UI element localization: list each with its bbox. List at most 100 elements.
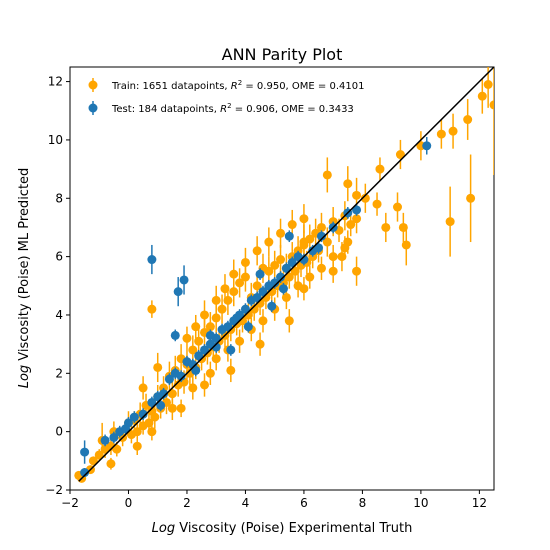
test-point [147, 255, 157, 265]
train-point [258, 316, 268, 326]
train-point [205, 368, 215, 378]
test-point [100, 435, 110, 445]
x-tick-label: 2 [183, 496, 191, 510]
train-point [284, 272, 294, 282]
y-axis-label: Log Viscosity (Poise) ML Predicted [17, 168, 32, 389]
train-point [153, 362, 163, 372]
train-point [281, 292, 291, 302]
y-tick-label: 12 [48, 75, 63, 89]
chart-title: ANN Parity Plot [222, 45, 343, 64]
test-point [121, 424, 131, 434]
train-point [448, 126, 458, 136]
test-point [109, 432, 119, 442]
test-point [179, 275, 189, 285]
x-tick-label: 6 [300, 496, 308, 510]
train-point [106, 459, 116, 469]
train-point [264, 266, 274, 276]
train-point [352, 190, 362, 200]
train-point [287, 220, 297, 230]
train-point [138, 383, 148, 393]
test-point [281, 263, 291, 273]
train-point [276, 228, 286, 238]
legend-test-text-b: = 0.906, OME = 0.3433 [232, 104, 354, 115]
train-point [205, 322, 215, 332]
test-point [200, 345, 210, 355]
train-point [167, 403, 177, 413]
train-point [147, 304, 157, 314]
test-point [129, 412, 139, 422]
train-point [477, 91, 487, 101]
y-axis-label-prefix: Log [17, 365, 32, 388]
test-point [205, 330, 215, 340]
train-point [305, 272, 315, 282]
test-point [352, 205, 362, 215]
test-point [223, 322, 233, 332]
test-point [170, 330, 180, 340]
train-point [191, 322, 201, 332]
test-point [232, 313, 242, 323]
train-point [483, 80, 493, 90]
test-point [252, 292, 262, 302]
train-point [167, 389, 177, 399]
train-point [220, 284, 230, 294]
test-point [422, 141, 432, 151]
train-point [322, 237, 332, 247]
legend-train-text-b: = 0.950, OME = 0.4101 [242, 81, 364, 92]
test-point [299, 255, 309, 265]
y-tick-label: 2 [55, 366, 63, 380]
train-point [200, 380, 210, 390]
train-point [463, 115, 473, 125]
y-tick-label: 6 [55, 250, 63, 264]
test-point [270, 278, 280, 288]
x-axis-label-prefix: Log [152, 521, 175, 536]
test-point [314, 243, 324, 253]
test-point [194, 351, 204, 361]
legend-train-label: Train: 1651 datapoints, R2 = 0.950, OME … [111, 79, 364, 92]
train-point [264, 237, 274, 247]
train-point [240, 257, 250, 267]
test-point [191, 365, 201, 375]
train-point [229, 269, 239, 279]
y-tick-label: −2 [45, 483, 63, 497]
train-point [316, 263, 326, 273]
train-point [88, 456, 98, 466]
test-point [287, 257, 297, 267]
test-point [147, 397, 157, 407]
train-point [299, 214, 309, 224]
train-point [147, 427, 157, 437]
train-point [343, 179, 353, 189]
test-point [173, 287, 183, 297]
test-point [255, 269, 265, 279]
train-point [328, 266, 338, 276]
train-point [466, 193, 476, 203]
train-point [194, 336, 204, 346]
plot-area [74, 67, 494, 483]
test-point [284, 231, 294, 241]
train-point [255, 339, 265, 349]
test-point [164, 374, 174, 384]
axis-ticks: −2 0 2 4 6 8 10 12 −2 0 2 4 6 8 10 12 [45, 75, 487, 510]
test-point [258, 287, 268, 297]
train-point [132, 427, 142, 437]
train-point [299, 237, 309, 247]
train-point [337, 252, 347, 262]
train-point [211, 354, 221, 364]
train-point [316, 222, 326, 232]
train-point [445, 217, 455, 227]
train-point [226, 365, 236, 375]
test-point [159, 389, 169, 399]
test-point [138, 409, 148, 419]
train-point [352, 214, 362, 224]
test-point [176, 371, 186, 381]
train-point [252, 281, 262, 291]
train-point [372, 199, 382, 209]
x-tick-label: 10 [413, 496, 428, 510]
test-point [156, 400, 166, 410]
train-point [217, 304, 227, 314]
train-point [401, 240, 411, 250]
parity-line [78, 67, 494, 482]
train-point [150, 412, 160, 422]
train-point [229, 287, 239, 297]
train-point [200, 310, 210, 320]
